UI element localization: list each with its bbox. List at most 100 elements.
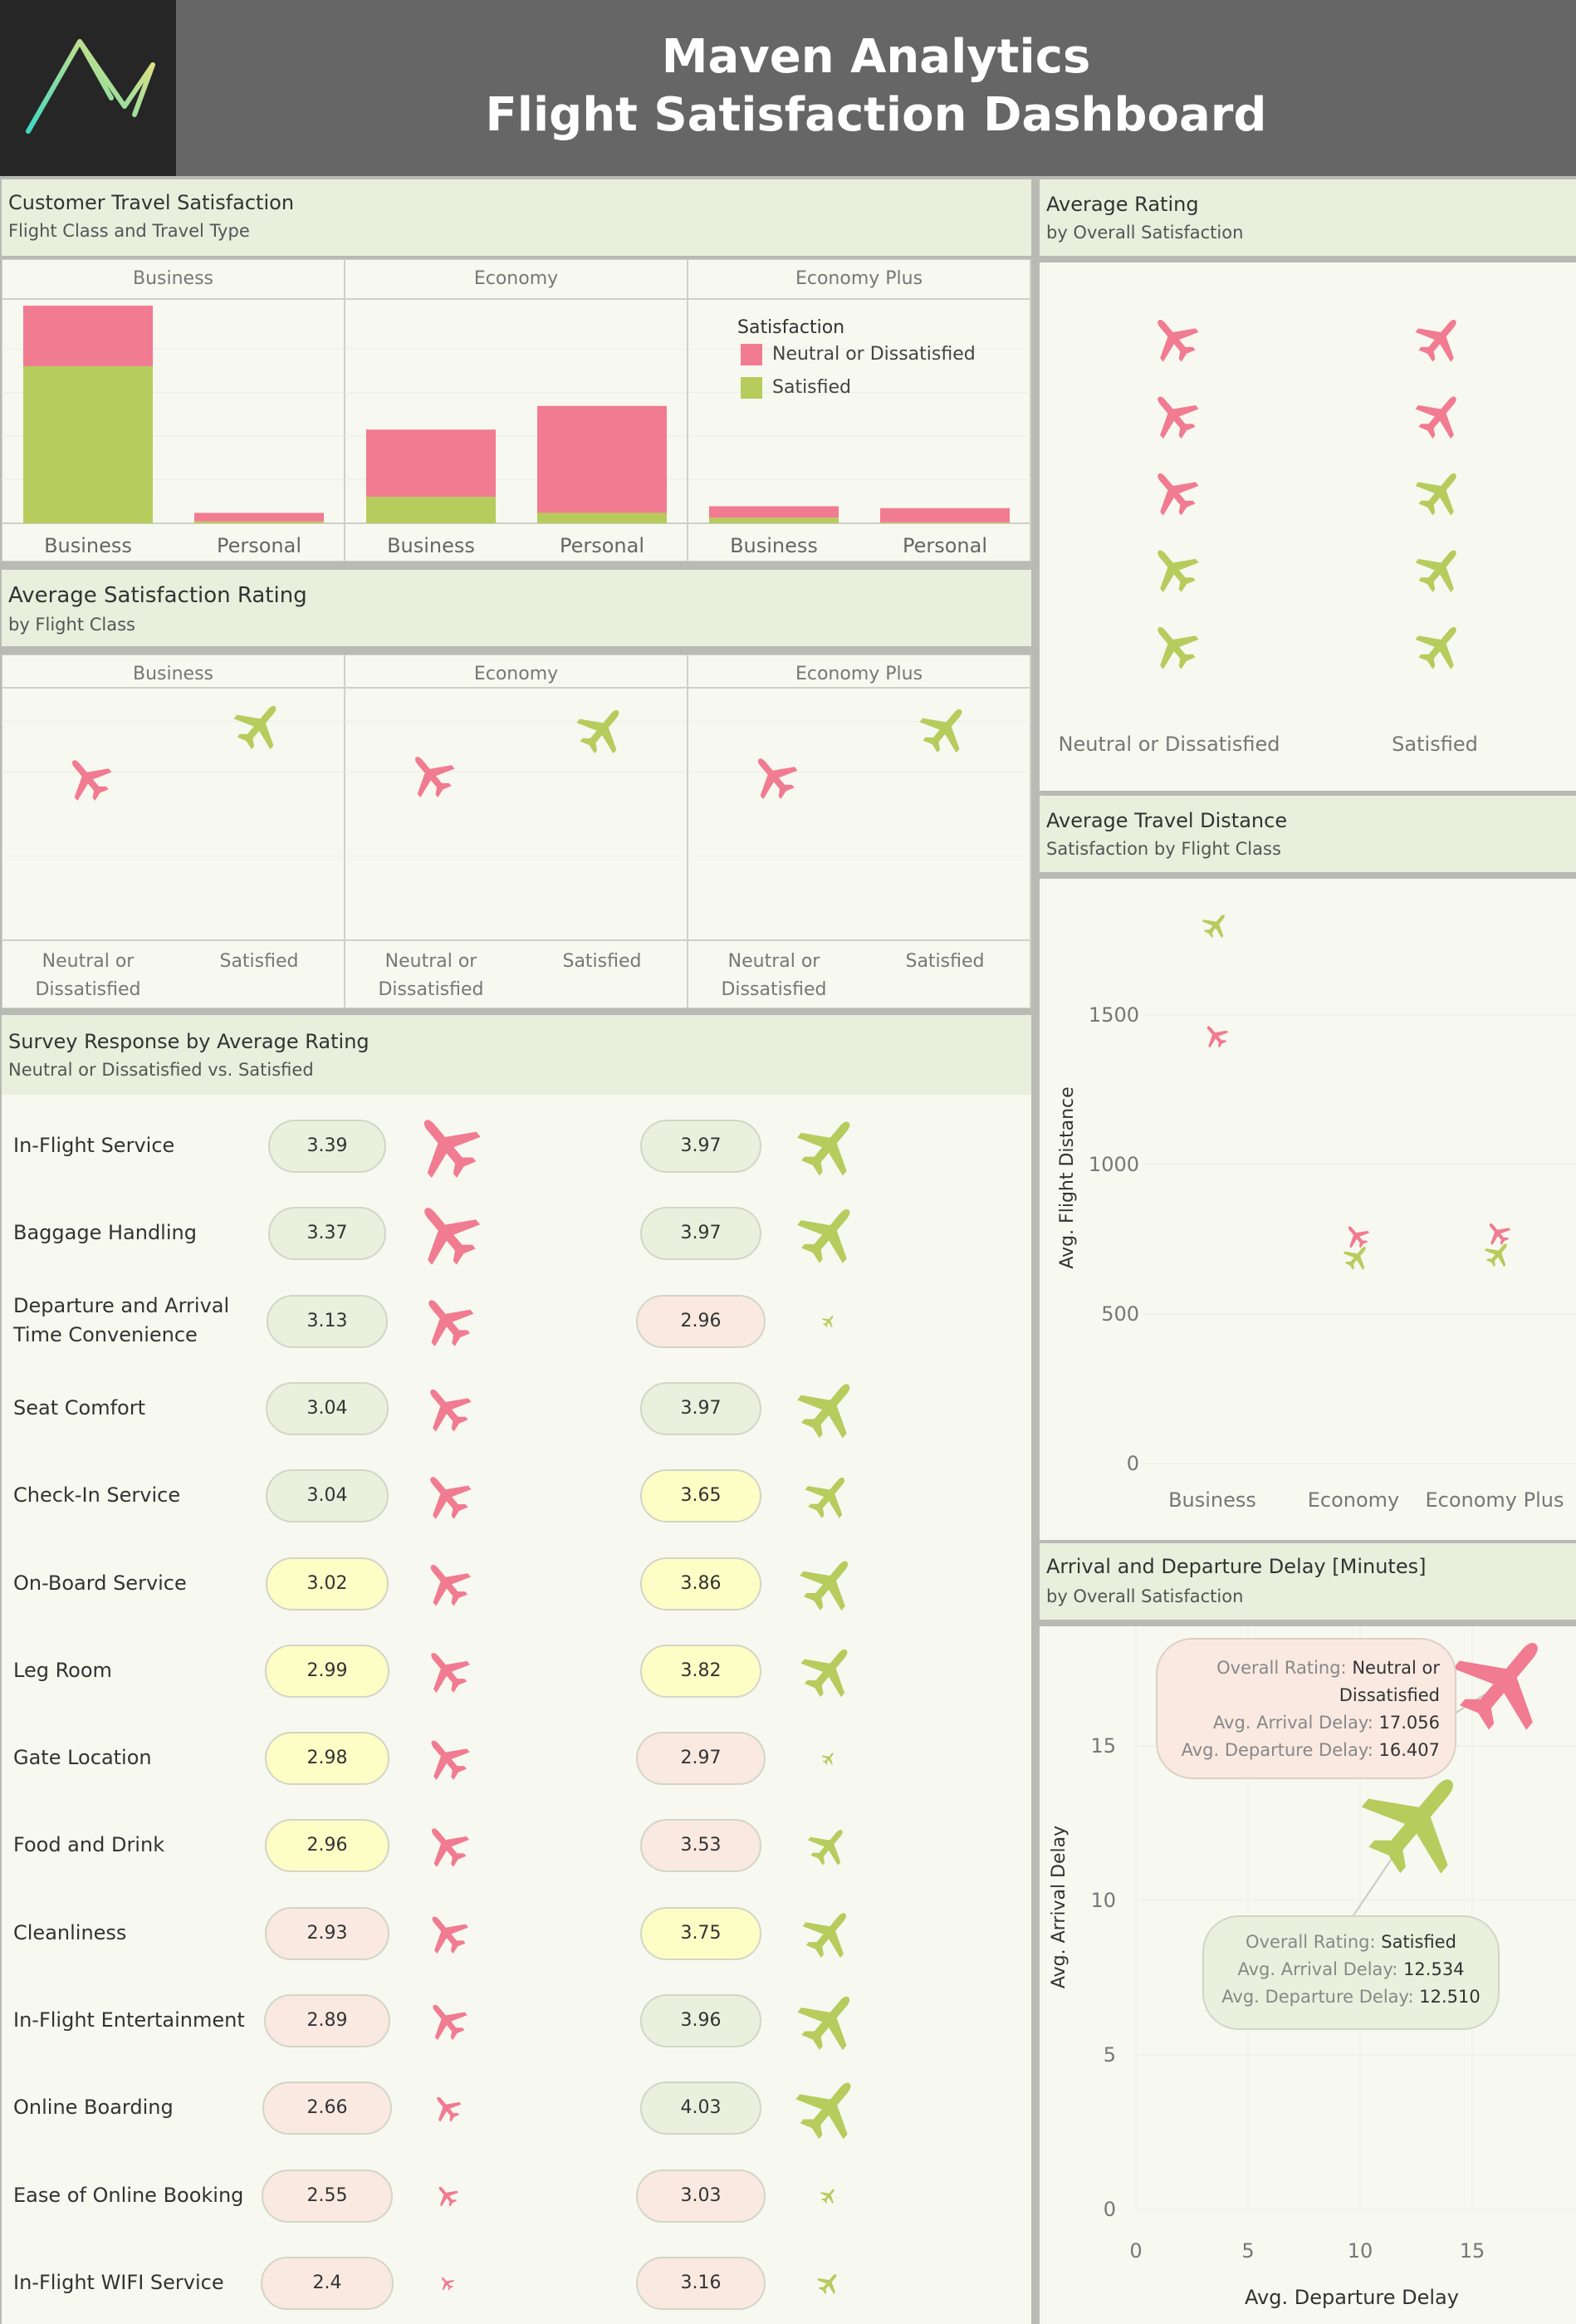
tooltip-satisfied-arrival-label: Avg. Arrival Delay:: [1237, 1959, 1398, 1979]
facet-header: Business: [133, 268, 213, 289]
neutral-airplane-icon: [432, 1916, 469, 1954]
satisfied-rating-pill: 3.53: [640, 1819, 761, 1873]
tooltip-satisfied-rating-label: Overall Rating:: [1246, 1932, 1376, 1952]
neutral-airplane-icon: [430, 1477, 472, 1519]
survey-row-label: Departure and Arrival Time Convenience: [13, 1293, 230, 1346]
x-tick-label: 15: [1460, 2239, 1485, 2263]
bar-satisfied: [537, 512, 667, 523]
neutral-rating-pill: 2.99: [265, 1644, 389, 1698]
neutral-airplane-icon: [431, 1740, 470, 1781]
delay-panel-title: Arrival and Departure Delay [Minutes]: [1046, 1555, 1427, 1578]
satisfied-airplane-icon: [800, 1561, 849, 1611]
survey-row-label: Baggage Handling: [13, 1221, 197, 1245]
satisfied-airplane-icon: [797, 1121, 850, 1176]
satisfied-rating-pill: 3.82: [640, 1644, 761, 1698]
legend-swatch-satisfied: [741, 377, 762, 399]
neutral-rating-pill: 3.04: [265, 1469, 389, 1523]
y-tick-label: 5: [1104, 2043, 1116, 2067]
neutral-airplane-icon: [414, 757, 455, 798]
neutral-airplane-icon: [424, 1208, 481, 1265]
neutral-airplane-icon: [1158, 320, 1199, 362]
survey-row-label: Gate Location: [13, 1746, 152, 1770]
satisfied-rating-pill: 3.65: [640, 1469, 761, 1523]
x-tick-label: Economy: [1308, 1488, 1400, 1512]
neutral-rating-pill: 3.02: [265, 1557, 389, 1611]
distance-panel-title: Average Travel Distance: [1046, 809, 1288, 832]
x-tick-label: Business: [1168, 1488, 1256, 1512]
x-tick-label: Neutral or: [385, 951, 478, 972]
delay-panel-body: 0 5 10 15 0 5 10 15 Avg. Arrival Delay Avg. Depar…: [1040, 1626, 1576, 2324]
x-tick-label: 5: [1241, 2239, 1254, 2263]
survey-panel-body: In-Flight Service 3.39 3.97 Baggage Handlin…: [2, 1095, 1031, 2324]
distance-panel-body: 0 500 1000 1500 Avg. Flight Distance Business…: [1040, 879, 1576, 1540]
x-tick-label: Neutral or Dissatisfied: [1059, 733, 1280, 756]
x-tick-label: Business: [387, 534, 475, 557]
satisfied-airplane-icon: [1158, 550, 1199, 593]
survey-panel-subtitle: Neutral or Dissatisfied vs. Satisfied: [8, 1060, 314, 1080]
legend-label-neutral: Neutral or Dissatisfied: [772, 344, 976, 365]
bar-satisfied: [194, 521, 324, 523]
satisfied-airplane-icon: [797, 1996, 850, 2051]
tooltip-satisfied-departure-label: Avg. Departure Delay:: [1221, 1987, 1414, 2007]
neutral-airplane-icon: [433, 2004, 467, 2041]
avg-rating-panel-title: Average Rating: [1046, 193, 1199, 216]
satisfied-airplane-icon: [797, 1209, 850, 1263]
satisfied-rating-pill: 2.97: [636, 1732, 766, 1786]
x-tick-label: 10: [1348, 2239, 1373, 2263]
neutral-rating-pill: 3.04: [265, 1381, 389, 1435]
average-satisfaction-rating-chart: Business Neutral or Dissatisfied Satisfied E…: [1, 654, 1031, 1009]
x-tick-label: Business: [730, 534, 818, 557]
neutral-airplane-icon: [423, 1120, 481, 1179]
bar-neutral: [537, 405, 667, 513]
tooltip-neutral-departure-value: 16.407: [1378, 1740, 1440, 1760]
y-tick-label: 1000: [1089, 1153, 1139, 1176]
bar-neutral: [194, 512, 324, 522]
neutral-airplane-icon: [1452, 1643, 1538, 1730]
satisfied-airplane-icon: [800, 1649, 848, 1698]
dashboard-title-line2: Flight Satisfaction Dashboard: [485, 88, 1267, 142]
satisfied-airplane-icon: [1343, 1246, 1366, 1270]
tooltip-neutral-rating-label: Overall Rating:: [1216, 1658, 1347, 1678]
y-axis-label: Avg. Flight Distance: [1057, 1086, 1078, 1268]
x-tick-label: Dissatisfied: [378, 979, 483, 1000]
satisfied-rating-pill: 4.03: [640, 2081, 761, 2135]
satisfied-airplane-icon: [808, 1830, 843, 1866]
satisfied-rating-pill: 3.97: [640, 1120, 761, 1173]
delay-panel-subtitle: by Overall Satisfaction: [1046, 1586, 1244, 1606]
x-tick-label: 0: [1129, 2239, 1142, 2263]
delay-panel-header: Arrival and Departure Delay [Minutes] by…: [1040, 1543, 1576, 1620]
satisfied-airplane-icon: [919, 708, 962, 753]
facet-header: Economy: [474, 268, 558, 289]
neutral-airplane-icon: [757, 758, 798, 800]
satisfied-airplane-icon: [1415, 627, 1456, 669]
avg-rating-panel-header: Average Rating by Overall Satisfaction: [1040, 179, 1576, 256]
neutral-rating-pill: 2.55: [262, 2169, 393, 2223]
facet-header: Economy Plus: [795, 664, 923, 684]
dashboard-title-line1: Maven Analytics: [661, 30, 1091, 84]
satisfied-airplane-icon: [1361, 1779, 1454, 1874]
survey-row-label: Food and Drink: [13, 1833, 165, 1857]
average-travel-distance-chart: 0 500 1000 1500 Avg. Flight Distance Business…: [1057, 914, 1576, 1512]
logo-container: [0, 0, 176, 176]
satisfied-airplane-icon: [802, 1913, 847, 1959]
neutral-rating-pill: 2.89: [264, 1994, 390, 2047]
avg-rating-panel-body: Neutral or Dissatisfied Satisfied: [1040, 262, 1576, 791]
avg-sat-panel-body: Business Neutral or Dissatisfied Satisfied E…: [1, 654, 1031, 1009]
neutral-airplane-icon: [441, 2277, 455, 2291]
tooltip-satisfied: Overall Rating: Satisfied Avg. Arrival D…: [1202, 1915, 1500, 2030]
neutral-airplane-icon: [1415, 396, 1456, 439]
satisfied-airplane-icon: [1415, 473, 1456, 516]
facet-header: Economy: [474, 664, 558, 684]
bar-neutral: [23, 306, 153, 366]
y-tick-label: 1500: [1089, 1003, 1139, 1027]
y-axis-label: Avg. Arrival Delay: [1049, 1826, 1069, 1988]
satisfied-rating-pill: 3.75: [640, 1906, 761, 1960]
survey-airplane-layer: [423, 1120, 851, 2295]
x-tick-label: Business: [44, 534, 132, 557]
tooltip-neutral-rating-value1: Neutral or: [1352, 1658, 1440, 1678]
satisfied-rating-pill: 3.96: [640, 1994, 761, 2047]
legend-label-satisfied: Satisfied: [772, 377, 852, 398]
neutral-airplane-icon: [438, 2186, 458, 2207]
neutral-rating-pill: 2.66: [262, 2081, 392, 2135]
distance-panel-header: Average Travel Distance Satisfaction by …: [1040, 796, 1576, 872]
